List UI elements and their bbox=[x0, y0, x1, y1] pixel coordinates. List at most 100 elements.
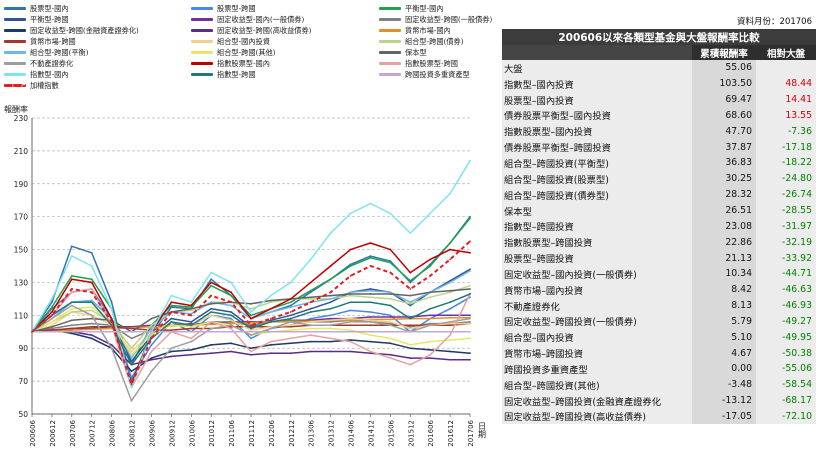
data-point bbox=[369, 316, 372, 318]
data-point bbox=[70, 278, 73, 281]
data-point bbox=[90, 325, 93, 328]
data-point bbox=[469, 215, 471, 218]
legend-item: 指數型-國內 bbox=[4, 69, 69, 80]
data-point bbox=[51, 314, 53, 317]
data-point bbox=[449, 248, 451, 251]
data-point bbox=[270, 352, 272, 355]
data-point bbox=[409, 327, 412, 330]
relative-return-cell: -44.71 bbox=[756, 265, 817, 282]
data-point bbox=[349, 294, 352, 297]
data-point bbox=[90, 299, 93, 302]
data-point bbox=[70, 288, 73, 290]
data-point bbox=[230, 301, 232, 304]
data-point bbox=[90, 317, 93, 320]
data-point bbox=[329, 278, 332, 281]
cumulative-return-cell: 22.86 bbox=[692, 234, 756, 251]
data-point bbox=[250, 324, 252, 327]
data-point bbox=[230, 330, 232, 333]
data-point bbox=[210, 352, 213, 355]
data-point bbox=[469, 296, 471, 299]
data-point bbox=[130, 360, 133, 363]
data-point bbox=[90, 265, 93, 267]
fund-type-cell: 貨幣市場–跨國投資 bbox=[502, 345, 692, 362]
data-point bbox=[51, 306, 53, 309]
data-point bbox=[250, 337, 252, 340]
legend-swatch bbox=[4, 51, 26, 54]
cumulative-return-cell: 28.32 bbox=[692, 186, 756, 203]
data-point bbox=[90, 281, 93, 284]
data-point bbox=[130, 386, 133, 389]
data-point bbox=[369, 334, 372, 336]
data-point bbox=[369, 256, 372, 259]
fund-type-cell: 指數型–國內投資 bbox=[502, 75, 692, 92]
data-point bbox=[429, 265, 432, 267]
data-point bbox=[250, 325, 252, 328]
data-point bbox=[190, 314, 193, 317]
legend-item: 平衡型-國內 bbox=[379, 3, 444, 14]
cumulative-return-cell: 8.42 bbox=[692, 281, 756, 298]
y-tick-label: 90 bbox=[18, 344, 28, 353]
data-point bbox=[389, 260, 392, 262]
x-tick-label: 200612 bbox=[49, 420, 57, 447]
data-point bbox=[389, 324, 392, 327]
data-point bbox=[309, 296, 312, 299]
legend-item: 貨幣市場-國內 bbox=[379, 25, 451, 36]
relative-return-cell: -18.22 bbox=[756, 155, 817, 171]
data-point bbox=[289, 324, 292, 327]
data-point bbox=[429, 357, 432, 359]
data-point bbox=[150, 344, 153, 346]
data-point bbox=[369, 340, 372, 343]
returns-table-panel: 資料月份：201706 200606以來各類型基金與大盤報酬率比較 累積報酬率 … bbox=[502, 0, 818, 456]
data-point bbox=[230, 350, 232, 353]
relative-return-cell: -7.36 bbox=[756, 123, 817, 140]
data-point bbox=[289, 352, 292, 355]
y-tick-label: 130 bbox=[14, 278, 29, 287]
legend-label: 指數股票型-國內 bbox=[217, 58, 270, 68]
legend-swatch bbox=[4, 18, 26, 21]
data-point bbox=[70, 245, 73, 248]
table-row: 組合型–跨國投資(平衡型) 36.83 -18.22 bbox=[502, 155, 817, 171]
data-point bbox=[349, 309, 352, 312]
legend-item: 組合型-國內投資 bbox=[191, 36, 270, 47]
fund-type-cell: 大盤 bbox=[502, 60, 692, 76]
table-row: 固定收益型–跨國投資(一般債券) 5.79 -49.27 bbox=[502, 313, 817, 330]
data-point bbox=[449, 339, 451, 341]
fund-type-cell: 組合型–國內投資 bbox=[502, 329, 692, 346]
fund-type-cell: 指數型–跨國投資 bbox=[502, 218, 692, 235]
legend-label: 股票型-跨國 bbox=[217, 3, 256, 13]
data-point bbox=[130, 330, 133, 333]
data-point bbox=[130, 337, 133, 340]
data-point bbox=[70, 327, 73, 330]
data-point bbox=[449, 330, 451, 333]
x-axis-label: 日期 bbox=[478, 422, 487, 439]
data-point bbox=[289, 311, 292, 313]
data-point bbox=[230, 327, 232, 330]
y-tick-label: 210 bbox=[14, 147, 29, 156]
table-row: 固定收益型–國內投資(一般債券) 10.34 -44.71 bbox=[502, 265, 817, 282]
data-point bbox=[349, 291, 352, 294]
legend-label: 貨幣市場-國內 bbox=[405, 25, 451, 35]
data-point bbox=[70, 304, 73, 307]
data-point bbox=[51, 297, 53, 300]
cumulative-return-cell: 23.08 bbox=[692, 218, 756, 235]
data-point bbox=[449, 322, 451, 325]
data-point bbox=[130, 376, 133, 379]
relative-return-cell bbox=[756, 60, 817, 76]
data-point bbox=[230, 322, 232, 325]
data-point bbox=[449, 316, 451, 319]
data-point bbox=[329, 297, 332, 300]
cumulative-return-cell: -13.12 bbox=[692, 392, 756, 409]
fund-type-cell: 股票型–國內投資 bbox=[502, 91, 692, 108]
data-point bbox=[389, 321, 392, 323]
data-point bbox=[329, 232, 332, 235]
data-point bbox=[389, 314, 392, 317]
data-point bbox=[250, 311, 252, 313]
data-point bbox=[409, 279, 412, 282]
data-point bbox=[429, 314, 432, 317]
data-point bbox=[210, 311, 213, 313]
data-point bbox=[349, 339, 352, 341]
data-point bbox=[90, 288, 93, 290]
data-point bbox=[210, 323, 213, 326]
data-point bbox=[469, 284, 471, 287]
data-point bbox=[289, 281, 292, 284]
